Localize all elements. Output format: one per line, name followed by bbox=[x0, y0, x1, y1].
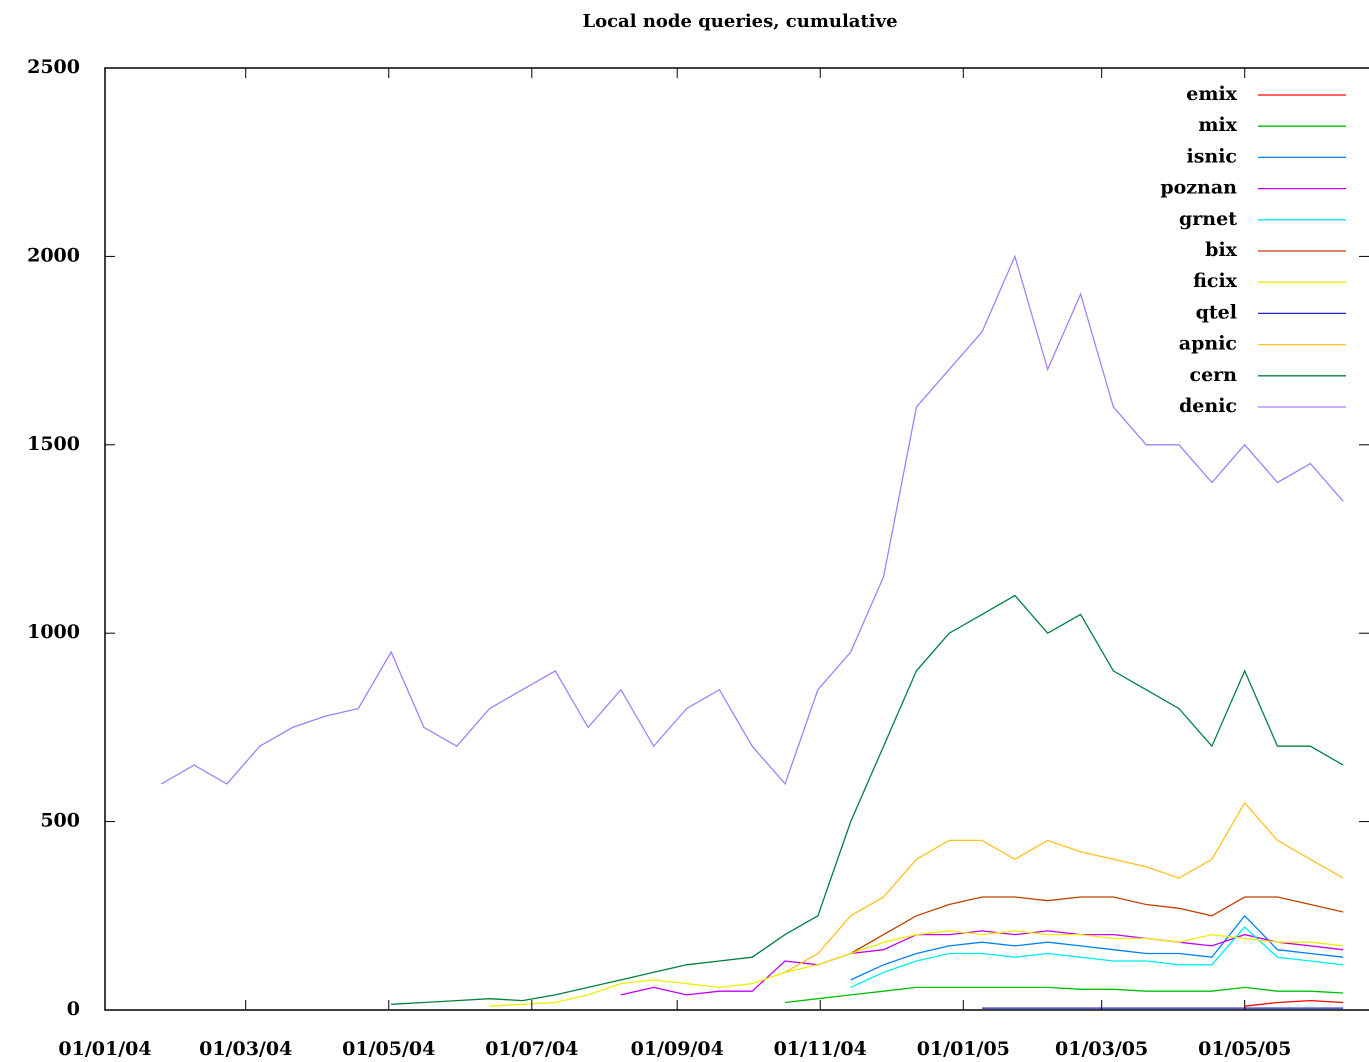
legend-label: poznan bbox=[1160, 177, 1237, 199]
y-tick-label: 0 bbox=[67, 998, 80, 1020]
legend-label: mix bbox=[1198, 114, 1237, 136]
legend-label: cern bbox=[1190, 364, 1238, 386]
series-line bbox=[850, 914, 1344, 981]
x-tick-label: 01/09/04 bbox=[631, 1038, 724, 1060]
y-tick-label: 500 bbox=[40, 810, 80, 832]
legend-label: isnic bbox=[1186, 145, 1237, 167]
legend-label: emix bbox=[1186, 83, 1237, 105]
series-line bbox=[850, 926, 1344, 988]
x-tick-label: 01/05/04 bbox=[342, 1038, 435, 1060]
series-line bbox=[1244, 999, 1344, 1007]
legend-label: apnic bbox=[1179, 333, 1237, 355]
x-tick-label: 01/11/04 bbox=[774, 1038, 867, 1060]
legend-label: ficix bbox=[1193, 270, 1238, 292]
y-tick-label: 2000 bbox=[27, 244, 80, 266]
legend-label: bix bbox=[1205, 239, 1238, 261]
y-tick-label: 1000 bbox=[27, 621, 80, 643]
legend-label: grnet bbox=[1179, 208, 1237, 230]
series-group bbox=[160, 254, 1344, 1009]
series-line bbox=[391, 594, 1344, 1005]
series-line bbox=[850, 896, 1344, 955]
legend-label: qtel bbox=[1196, 301, 1237, 323]
legend-label: denic bbox=[1179, 395, 1237, 417]
x-tick-label: 01/01/05 bbox=[917, 1038, 1010, 1060]
x-tick-label: 01/01/04 bbox=[58, 1038, 151, 1060]
series-line bbox=[784, 801, 1344, 973]
series-line bbox=[785, 986, 1344, 1004]
series-line bbox=[620, 930, 1344, 996]
series-line bbox=[489, 930, 1344, 1007]
x-tick-label: 01/07/04 bbox=[485, 1038, 578, 1060]
x-tick-label: 01/03/04 bbox=[199, 1038, 292, 1060]
series-line bbox=[160, 254, 1344, 786]
x-tick-label: 01/03/05 bbox=[1055, 1038, 1148, 1060]
plot-frame bbox=[104, 67, 1369, 1011]
y-tick-label: 2500 bbox=[27, 56, 80, 78]
y-tick-label: 1500 bbox=[27, 433, 80, 455]
x-tick-label: 01/05/05 bbox=[1198, 1038, 1291, 1060]
chart-title: Local node queries, cumulative bbox=[582, 11, 897, 32]
